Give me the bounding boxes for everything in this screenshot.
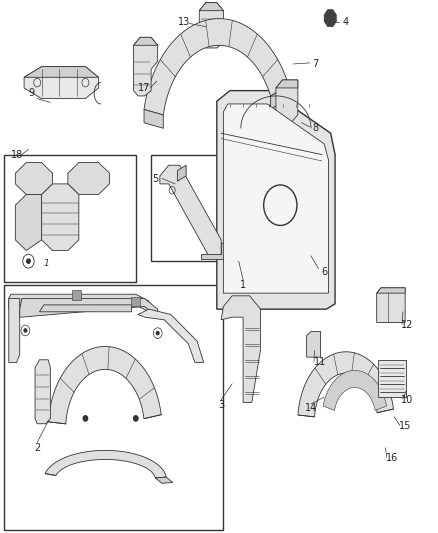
Polygon shape [24,67,99,99]
Text: 7: 7 [312,59,318,69]
Bar [4,285,223,530]
Polygon shape [134,37,158,45]
Polygon shape [378,360,406,397]
Text: 11: 11 [314,358,326,367]
Polygon shape [377,288,405,293]
Polygon shape [276,80,298,88]
Polygon shape [323,370,386,410]
Text: 17: 17 [138,83,151,93]
Text: 8: 8 [312,123,318,133]
Text: 12: 12 [401,320,413,330]
Polygon shape [160,165,221,259]
Bar [4,155,136,282]
Polygon shape [155,477,173,483]
Polygon shape [72,290,81,300]
Circle shape [24,329,27,332]
Text: 10: 10 [401,395,413,405]
Text: 15: 15 [399,422,411,431]
Polygon shape [134,37,158,96]
Polygon shape [15,163,53,195]
Text: 6: 6 [321,267,327,277]
Polygon shape [276,80,298,123]
Text: 2: 2 [34,443,40,453]
Polygon shape [144,109,163,128]
Polygon shape [324,10,336,27]
Text: 13: 13 [178,18,190,27]
Text: 9: 9 [28,88,35,98]
Polygon shape [9,298,20,362]
Polygon shape [131,297,140,306]
Polygon shape [9,294,149,312]
Polygon shape [15,195,42,251]
Polygon shape [298,352,393,417]
Text: 14: 14 [305,403,317,413]
Bar [151,155,232,261]
Polygon shape [201,243,230,259]
Polygon shape [221,296,261,402]
Polygon shape [199,3,223,11]
Text: 3: 3 [218,400,224,410]
Circle shape [27,259,30,263]
Text: 1: 1 [43,260,49,268]
Polygon shape [271,85,289,109]
Polygon shape [68,163,110,195]
Polygon shape [377,288,405,322]
Text: 5: 5 [152,174,159,183]
Text: 1: 1 [240,280,246,290]
Polygon shape [138,309,204,362]
Polygon shape [42,184,79,251]
Polygon shape [45,450,166,478]
Polygon shape [20,298,158,317]
Circle shape [134,416,138,421]
Text: 18: 18 [11,150,23,159]
Polygon shape [217,91,335,309]
Polygon shape [24,67,99,77]
Polygon shape [223,104,328,293]
Circle shape [83,416,88,421]
Polygon shape [144,19,289,115]
Polygon shape [48,346,161,424]
Polygon shape [199,3,223,48]
Text: 4: 4 [343,18,349,27]
Polygon shape [35,360,50,424]
Polygon shape [307,332,321,357]
Text: 16: 16 [386,454,398,463]
Circle shape [156,332,159,335]
Polygon shape [177,165,186,181]
Polygon shape [39,305,131,312]
